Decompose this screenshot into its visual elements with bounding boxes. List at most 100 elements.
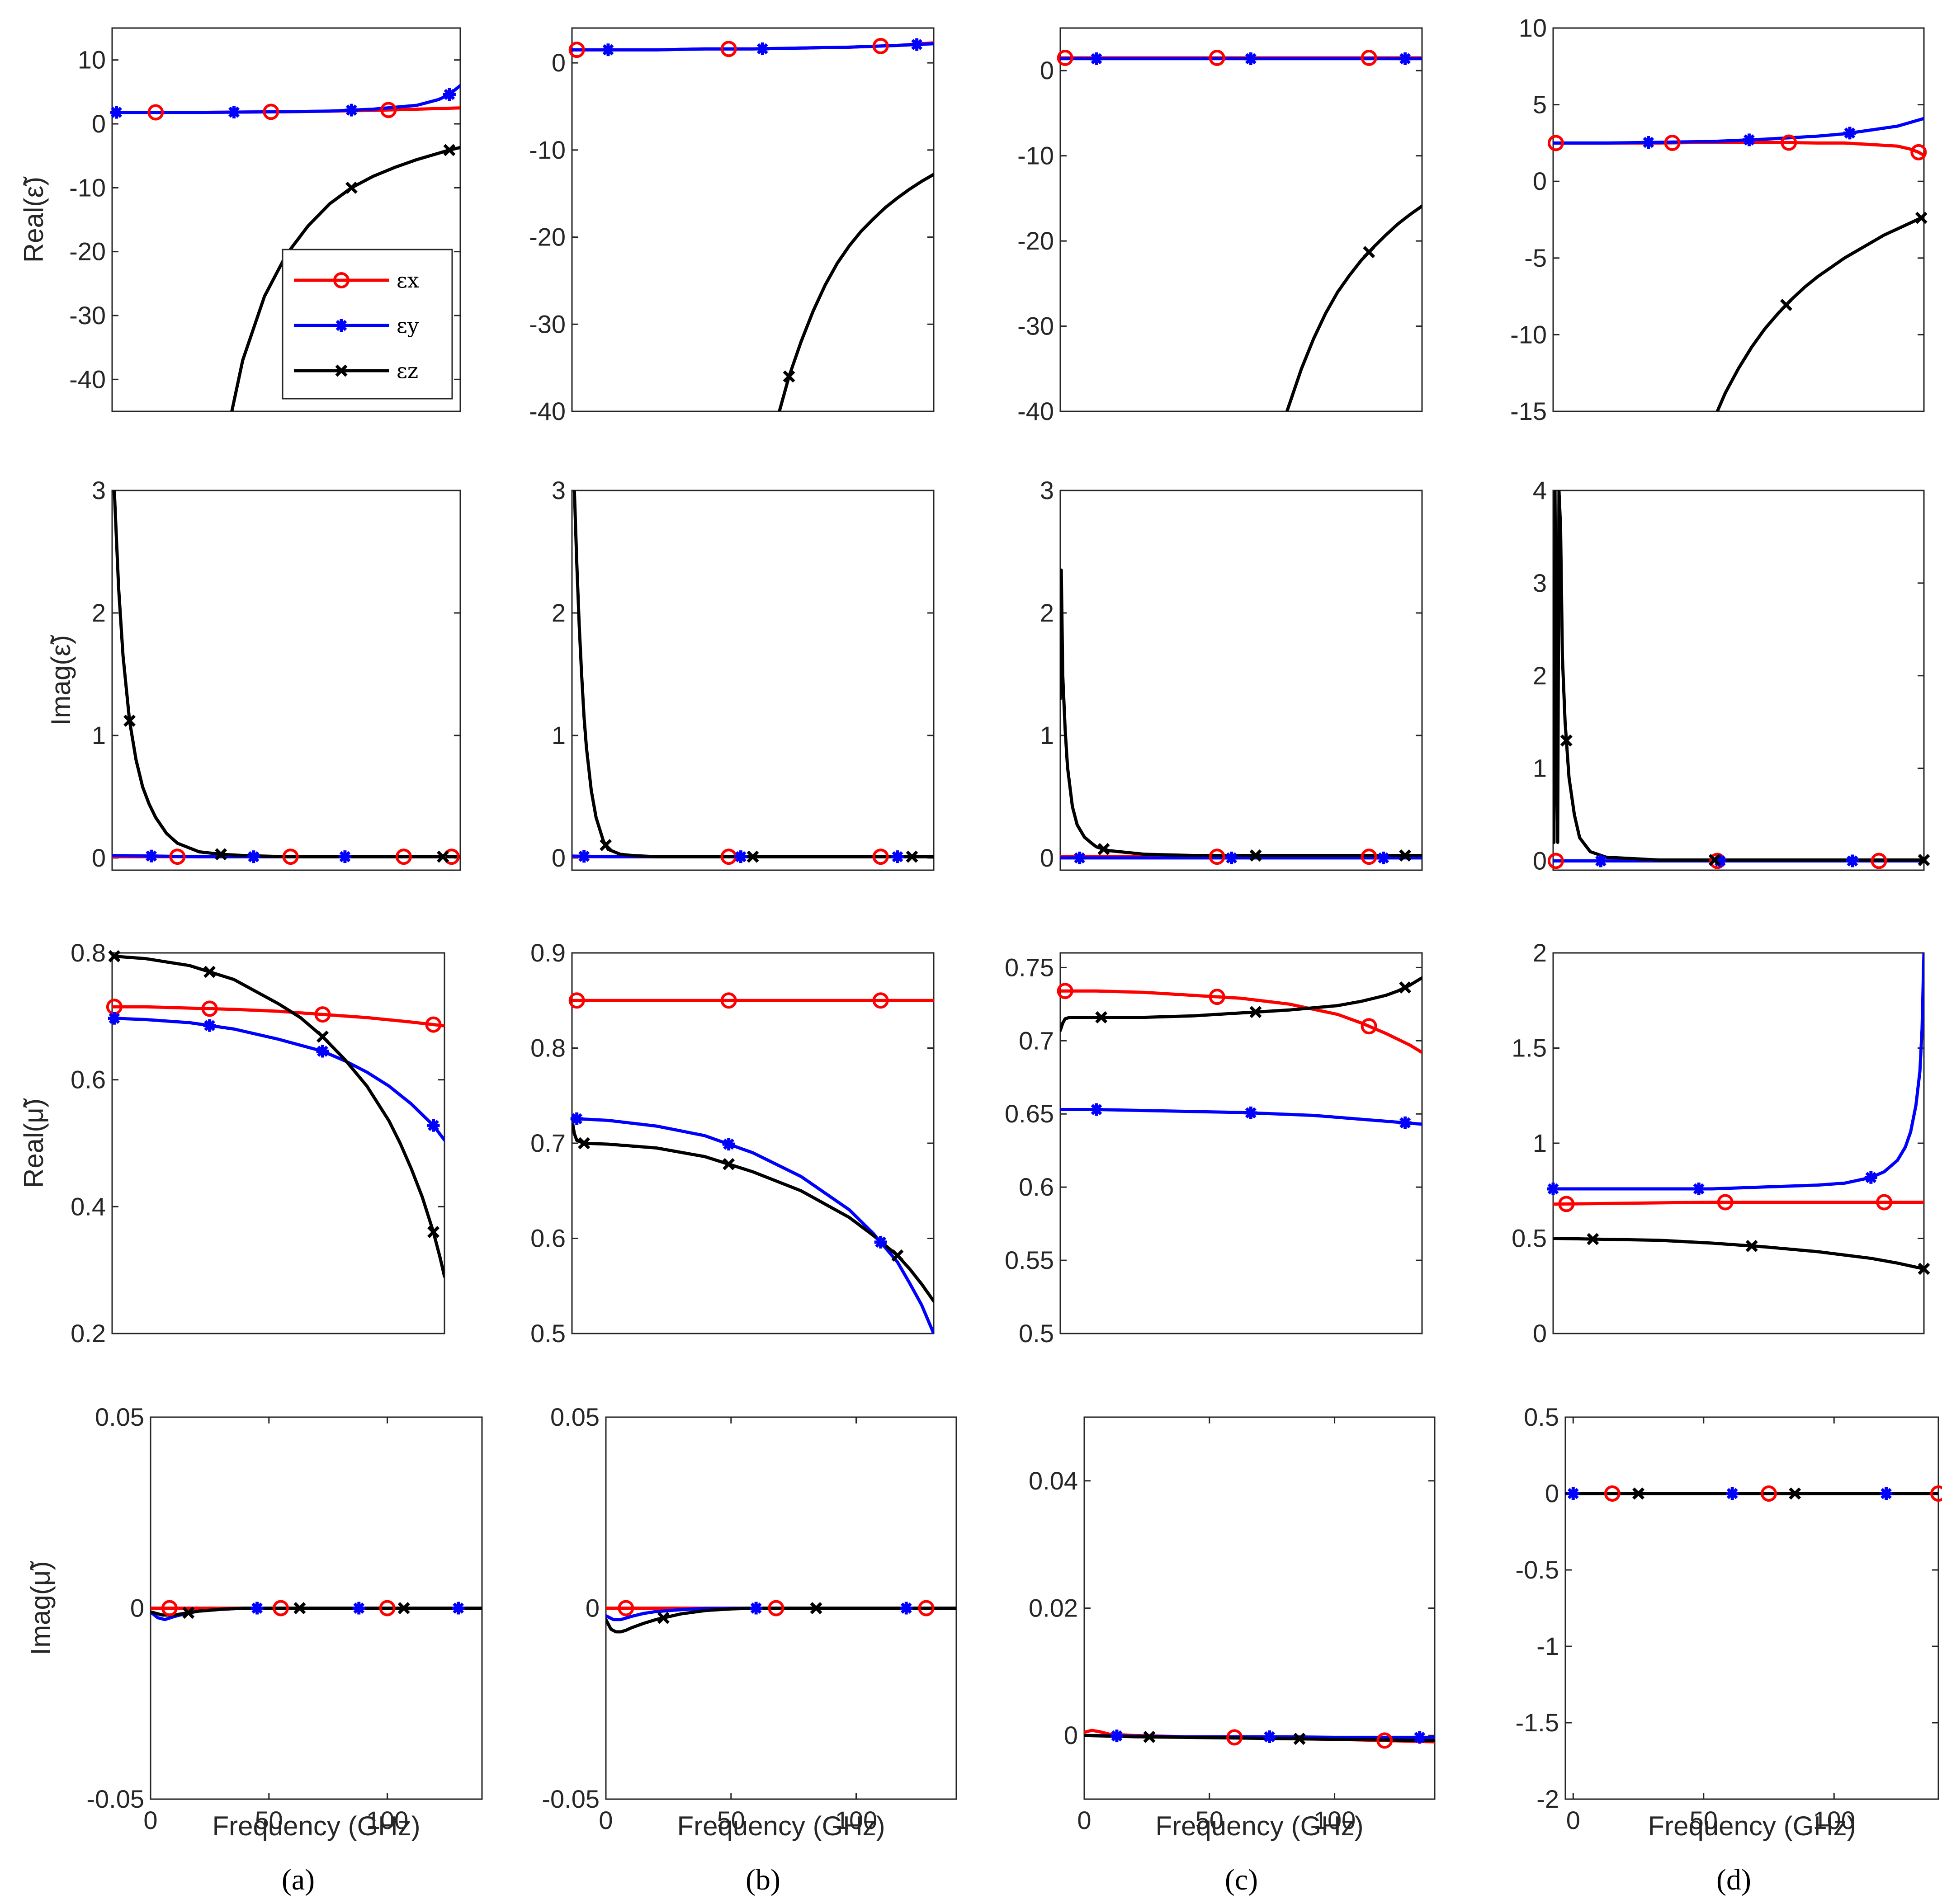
panel-d-row-3-ytick-label: 0 <box>1533 1319 1547 1348</box>
panel-label-d: (d) <box>1716 1863 1751 1896</box>
panel-a-row-3-series-μx-marker <box>425 1016 442 1033</box>
panel-d-row-4-ytick-label: -1.5 <box>1516 1708 1559 1737</box>
panel-c-row-3-ytick-label: 0.6 <box>1019 1173 1054 1201</box>
panel-a-row-4-xtick-label: 50 <box>255 1806 283 1834</box>
panel-a-row-3-series-μz-marker <box>108 950 121 962</box>
panel-c-row-4-ytick-label: 0 <box>1064 1721 1078 1749</box>
panel-a-row-2: 3 2 1 0 <box>92 476 461 872</box>
panel-b-row-3-series-μz-line <box>572 1117 934 1303</box>
panel-d-row-1-ytick-label: -10 <box>1510 320 1547 349</box>
panel-b-row-3-ytick-label: 0.7 <box>530 1129 566 1157</box>
panel-b-row-4-series-μx-marker <box>618 1600 634 1617</box>
panel-d-row-2-ytick-label: 3 <box>1533 569 1547 597</box>
panel-c-row-4-series-μx-marker <box>1226 1729 1243 1746</box>
panel-b-row-3-series-μz-marker <box>891 1249 904 1262</box>
panel-c-row-4-ytick-label: 0.02 <box>1029 1594 1078 1622</box>
panel-a-row-2-series-εz-line <box>113 490 460 858</box>
panel-d-row-2-ytick-label: 0 <box>1533 847 1547 875</box>
panel-c-row-4: 0.04 0.02 0 0 50 100 <box>1029 1416 1436 1834</box>
panel-c-row-2-series-εz-marker <box>1399 849 1412 862</box>
panel-a-row-2-series-εx-marker <box>169 848 186 865</box>
panel-d-row-2-frame <box>1552 490 1925 871</box>
panel-a-row-4-ytick-label: 0 <box>130 1594 144 1622</box>
panel-c-row-3-frame <box>1059 952 1423 1334</box>
panel-d-row-2-series-εy-marker <box>1846 854 1859 867</box>
panel-a-row-2-series-εx-marker <box>395 848 412 865</box>
panel-b-row-4-series-μx-marker <box>768 1600 784 1617</box>
panel-label-b: (b) <box>746 1863 780 1896</box>
panel-d-row-1-ytick-label: -15 <box>1510 397 1547 425</box>
panel-a-row-3-series-μx-line <box>112 1005 444 1027</box>
panel-d-row-4-xtick-label: 50 <box>1690 1806 1718 1834</box>
panel-b-row-3-series-μx-marker <box>872 992 889 1009</box>
panel-a-row-4-series-μx-marker <box>272 1600 289 1617</box>
panel-a-row-1-series-εz-marker <box>345 181 358 194</box>
panel-c-row-1-series-εy-marker <box>1090 52 1103 65</box>
panel-a-row-4-xtick-label: 100 <box>366 1806 408 1834</box>
panel-d-row-3: 2 1.5 1 0.5 0 <box>1512 938 1930 1348</box>
panel-label-c: (c) <box>1225 1863 1258 1896</box>
panel-b-row-1-series-εy-marker <box>756 42 769 55</box>
panel-b-row-2-series-εz-marker <box>906 850 918 863</box>
panel-d-row-4-series-μy-marker <box>1567 1487 1580 1500</box>
panel-a-row-2-ytick-label: 3 <box>92 476 106 504</box>
panel-b-row-4-series-μx-marker <box>918 1600 935 1617</box>
panel-a-row-1-ytick-label: -10 <box>69 173 106 202</box>
panel-d-row-3-series-μx-line <box>1553 1201 1924 1206</box>
panel-d-row-3-ytick-label: 0.5 <box>1512 1224 1547 1253</box>
panel-d-row-3-series-μx-marker <box>1558 1196 1575 1212</box>
panel-b-row-4-ytick-label: 0 <box>586 1594 600 1622</box>
panel-a-row-4-series-μz-marker <box>182 1607 195 1619</box>
panel-b-row-3-series-μx-marker <box>568 992 585 1009</box>
panel-b-row-4-series-μy-marker <box>900 1602 913 1615</box>
panel-d-row-4-series-μx-marker <box>1930 1485 1942 1502</box>
panel-c-row-1-ytick-label: 0 <box>1040 56 1054 85</box>
panel-d-row-1-series-εx-marker <box>1664 134 1681 151</box>
panel-c-row-3-series-μy-marker <box>1244 1106 1257 1119</box>
legend-marker-εz <box>335 364 348 377</box>
panel-c-row-4-series-μy-marker <box>1263 1730 1276 1743</box>
panel-d-row-3-series-μx-marker <box>1717 1194 1734 1211</box>
ylabel-row-1: Real(ε̃) <box>19 176 49 263</box>
panel-b-row-3-series-group <box>572 999 934 1334</box>
panel-c-row-2-ytick-label: 1 <box>1040 721 1054 749</box>
panel-a-row-3-series-μx-marker <box>314 1006 331 1023</box>
panel-c-row-2: 3 2 1 0 <box>1040 476 1423 872</box>
panel-b-row-1-series-εx-marker <box>720 41 737 57</box>
panel-a-row-4-series-μy-marker <box>250 1602 264 1615</box>
panel-a-row-2-series-εz-marker <box>123 714 136 727</box>
panel-a-row-3-series-μy-marker <box>108 1012 121 1025</box>
panel-a-row-3-series-μx-marker <box>201 1000 218 1017</box>
panel-a-row-1-ytick-label: -30 <box>69 301 106 330</box>
panel-a-row-3-series-μz-marker <box>203 966 216 978</box>
panel-a-row-4: 0.050-0.050 50 100 <box>86 1403 483 1834</box>
panel-d-row-3-series-μy-marker <box>1547 1183 1559 1196</box>
panel-a-row-4-series-μx-marker <box>161 1600 178 1617</box>
panel-c-row-3-ytick-label: 0.5 <box>1019 1319 1054 1348</box>
panel-c-row-1-ytick-label: -20 <box>1017 226 1054 255</box>
panel-d-row-3-series-μz-marker <box>1745 1239 1758 1252</box>
panel-a-row-1-series-εx-marker <box>380 102 397 118</box>
panel-c-row-3-ytick-label: 0.75 <box>1005 953 1054 981</box>
panel-d-row-1-series-εy-marker <box>1642 136 1655 149</box>
xlabel-col-c: Frequency (GHz) <box>1155 1811 1363 1841</box>
panel-d-row-1-ytick-label: 5 <box>1533 90 1547 119</box>
panel-a-row-3-series-μz-marker <box>317 1030 329 1043</box>
panel-d-row-3-series-μz-line <box>1553 1237 1924 1271</box>
panel-d-row-4-xtick-label: 0 <box>1566 1806 1580 1834</box>
panel-a-row-4-series-μx-marker <box>379 1600 396 1617</box>
panel-a-row-2-ytick-label: 1 <box>92 721 106 749</box>
panel-d-row-3-ytick-label: 2 <box>1533 938 1547 967</box>
ylabel-row-2: Imag(ε̃) <box>46 635 76 726</box>
panel-c-row-2-series-εx-marker <box>1209 848 1225 865</box>
panel-d-row-3-ytick-label: 1 <box>1533 1129 1547 1157</box>
panel-c-row-1-ytick-label: -30 <box>1017 312 1054 340</box>
panel-d-row-4-series-μz-marker <box>1789 1487 1801 1500</box>
panel-b-row-2-series-εz-marker <box>747 850 759 863</box>
panel-a-row-2-series-εy-marker <box>247 850 260 863</box>
legend-label-εy: εy <box>397 313 419 338</box>
panel-b-row-3-ytick-label: 0.5 <box>530 1319 566 1348</box>
panel-c-row-1-series-εy-marker <box>1244 52 1257 65</box>
panel-b-row-1-series-εy-marker <box>602 43 614 57</box>
